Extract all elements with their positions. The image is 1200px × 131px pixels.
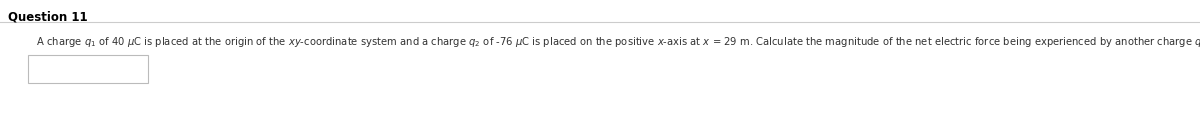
FancyBboxPatch shape	[28, 55, 148, 83]
Text: A charge $q_1$ of 40 $\mu$C is placed at the origin of the $xy$-coordinate syste: A charge $q_1$ of 40 $\mu$C is placed at…	[30, 35, 1200, 49]
Text: Question 11: Question 11	[8, 10, 88, 23]
